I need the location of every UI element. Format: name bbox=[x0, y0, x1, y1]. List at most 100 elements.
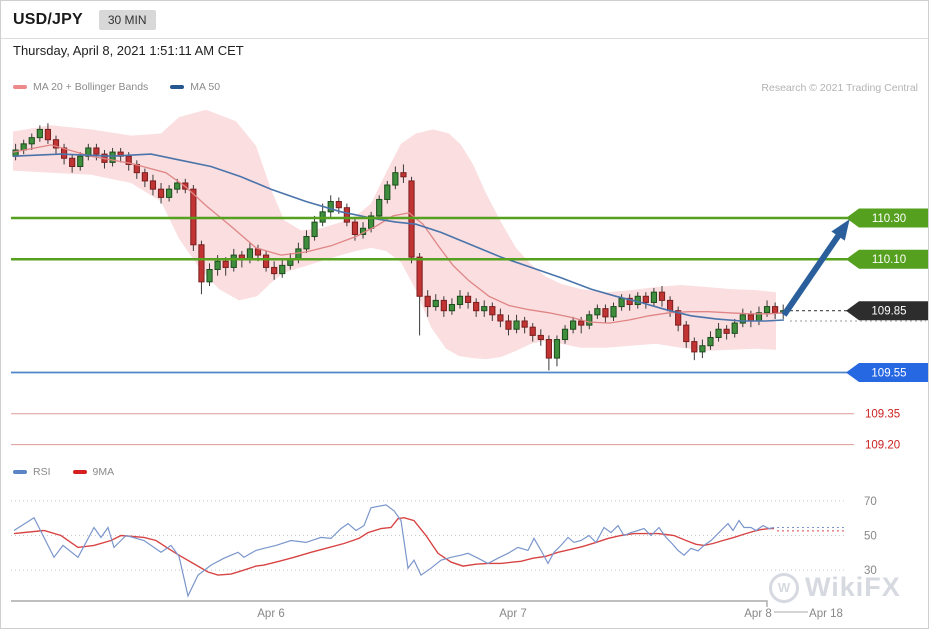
candle-body bbox=[618, 297, 625, 308]
candle-body bbox=[464, 295, 472, 303]
candle-body bbox=[594, 308, 601, 316]
candle-body bbox=[69, 157, 76, 167]
price-tag-label-110.10: 110.10 bbox=[872, 254, 906, 266]
candle-body bbox=[271, 266, 278, 275]
candle-body bbox=[553, 339, 561, 359]
candle-body bbox=[513, 320, 520, 330]
candle-body bbox=[529, 326, 536, 336]
candle-body bbox=[610, 306, 617, 318]
candle-body bbox=[424, 295, 431, 308]
candle-body bbox=[675, 310, 682, 326]
candle-body bbox=[739, 314, 746, 324]
legend-item-ma20-bollinger: MA 20 + Bollinger Bands bbox=[13, 81, 148, 93]
legend-item-rsi: RSI bbox=[13, 466, 51, 478]
candle-body bbox=[198, 244, 205, 283]
candle-body bbox=[279, 264, 286, 275]
candle-body bbox=[521, 320, 528, 328]
candle-body bbox=[52, 139, 60, 149]
candle-body bbox=[602, 308, 609, 318]
bollinger-band-area bbox=[13, 109, 776, 360]
ma50-line bbox=[12, 153, 785, 322]
candle-body bbox=[400, 172, 407, 178]
candle-body bbox=[44, 128, 52, 141]
candle-body bbox=[715, 328, 722, 338]
candle-body bbox=[731, 322, 738, 334]
x-axis-label-Apr-6: Apr 6 bbox=[257, 608, 285, 620]
candle-body bbox=[650, 291, 658, 303]
rsi-tick-label-50: 50 bbox=[864, 531, 877, 543]
candle-body bbox=[497, 314, 504, 322]
candle-body bbox=[561, 328, 569, 341]
x-axis-label-Apr-8: Apr 8 bbox=[744, 608, 772, 620]
legend-item-9ma: 9MA bbox=[72, 466, 114, 478]
candle-body bbox=[28, 137, 35, 145]
nine-ma-swatch-icon bbox=[72, 470, 87, 474]
legend-item-ma50: MA 50 bbox=[170, 81, 220, 93]
candle-body bbox=[763, 306, 771, 314]
candle-body bbox=[246, 248, 254, 260]
candle-body bbox=[658, 291, 666, 301]
candle-body bbox=[505, 320, 512, 330]
x-axis-label-Apr-18: Apr 18 bbox=[809, 608, 843, 620]
candle-body bbox=[570, 320, 577, 330]
candle-body bbox=[489, 306, 496, 316]
instrument-title: USD/JPY bbox=[13, 10, 83, 28]
candle-body bbox=[699, 345, 706, 353]
bullish-forecast-arrow bbox=[781, 219, 850, 317]
rsi-line bbox=[13, 504, 775, 598]
candle-body bbox=[691, 341, 698, 353]
candle-body bbox=[335, 201, 342, 209]
candle-body bbox=[416, 256, 423, 297]
candle-body bbox=[384, 184, 391, 200]
candle-body bbox=[311, 221, 318, 238]
candle-body bbox=[303, 236, 310, 250]
candle-body bbox=[578, 320, 585, 326]
rsi-swatch-icon bbox=[13, 470, 27, 474]
minor-level-label-109.35: 109.35 bbox=[865, 409, 900, 421]
candle-body bbox=[456, 295, 464, 306]
candle-body bbox=[448, 304, 456, 312]
candle-body bbox=[481, 306, 488, 312]
wikifx-watermark: W WikiFX bbox=[769, 572, 901, 603]
candle-body bbox=[351, 221, 359, 235]
header-bar: USD/JPY 30 MIN bbox=[1, 1, 928, 39]
candle-body bbox=[343, 207, 350, 223]
candle-body bbox=[230, 254, 237, 268]
candle-body bbox=[77, 155, 84, 167]
legend-label-ma50: MA 50 bbox=[190, 81, 221, 93]
rsi-tick-label-70: 70 bbox=[864, 496, 877, 508]
ma20-bollinger-swatch-icon bbox=[13, 85, 27, 89]
candle-body bbox=[125, 155, 132, 165]
rsi-9ma-line bbox=[13, 516, 774, 576]
main-chart-legend: MA 20 + Bollinger Bands MA 50 bbox=[13, 81, 242, 93]
candle-body bbox=[642, 295, 649, 303]
minor-level-label-109.20: 109.20 bbox=[865, 440, 900, 452]
rsi-legend: RSI 9MA bbox=[13, 466, 136, 478]
candle-body bbox=[262, 254, 270, 268]
price-tag-109.55 bbox=[846, 363, 928, 382]
candle-body bbox=[683, 324, 690, 343]
candle-body bbox=[666, 299, 674, 312]
candle-body bbox=[747, 314, 754, 322]
candle-body bbox=[432, 299, 439, 308]
price-tag-label-109.55: 109.55 bbox=[871, 368, 906, 380]
candle-body bbox=[392, 172, 399, 186]
candle-body bbox=[109, 151, 116, 163]
chart-timestamp: Thursday, April 8, 2021 1:51:11 AM CET bbox=[13, 43, 244, 58]
x-axis-line bbox=[11, 600, 768, 607]
candle-body bbox=[222, 260, 229, 268]
candle-body bbox=[141, 172, 148, 182]
price-tag-label-109.85: 109.85 bbox=[871, 306, 906, 318]
candle-body bbox=[586, 314, 593, 326]
candle-body bbox=[93, 147, 100, 155]
candle-body bbox=[174, 182, 181, 190]
price-tag-109.85 bbox=[846, 301, 928, 321]
candle-body bbox=[376, 198, 383, 217]
candle-body bbox=[36, 128, 43, 139]
candle-body bbox=[157, 188, 165, 198]
legend-label-ma20: MA 20 + Bollinger Bands bbox=[33, 81, 149, 93]
candle-body bbox=[214, 260, 221, 271]
price-tag-label-110.30: 110.30 bbox=[872, 213, 906, 225]
candle-body bbox=[545, 339, 552, 359]
